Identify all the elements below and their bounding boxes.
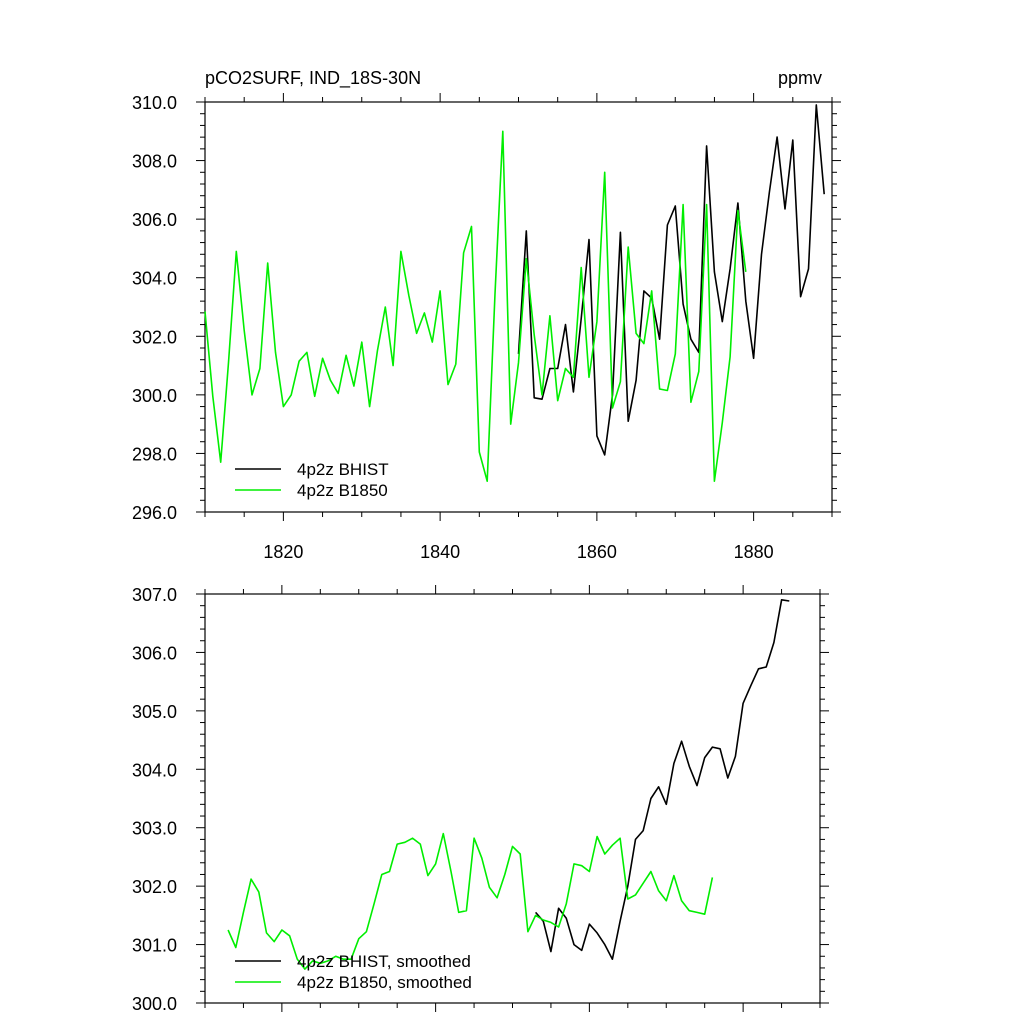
series-line-0	[517, 104, 825, 456]
legend-label: 4p2z BHIST, smoothed	[297, 952, 471, 971]
top-panel: 1820 1840 1860 1880 296.0 298.0 300.0 302.0 304.…	[132, 68, 841, 562]
series-line-1	[204, 130, 747, 483]
legend-label: 4p2z BHIST	[297, 460, 389, 479]
y-tick-label: 304.0	[132, 269, 177, 289]
y-tick-label: 300.0	[132, 994, 177, 1014]
y-tick-label: 298.0	[132, 444, 177, 464]
units-label: ppmv	[778, 68, 822, 88]
y-tick-label: 300.0	[132, 386, 177, 406]
y-tick-label: 308.0	[132, 152, 177, 172]
y-tick-label: 302.0	[132, 327, 177, 347]
plot-frame	[204, 593, 821, 1004]
y-tick-label: 304.0	[132, 760, 177, 780]
series-line-0	[534, 598, 790, 961]
y-tick-label: 305.0	[132, 702, 177, 722]
series-line-1	[227, 832, 714, 970]
plot-frame	[204, 101, 833, 513]
y-tick-label: 296.0	[132, 503, 177, 523]
y-tick-label: 302.0	[132, 877, 177, 897]
x-tick-label: 1880	[734, 542, 774, 562]
bottom-panel: 300.0 301.0 302.0 303.0 304.0 305.0 306.0 307.0…	[132, 585, 829, 1014]
legend-label: 4p2z B1850	[297, 481, 388, 500]
y-tick-label: 301.0	[132, 936, 177, 956]
chart-title: pCO2SURF, IND_18S-30N	[205, 68, 421, 89]
y-tick-label: 303.0	[132, 819, 177, 839]
legend-label: 4p2z B1850, smoothed	[297, 973, 472, 992]
y-tick-label: 306.0	[132, 210, 177, 230]
y-tick-label: 307.0	[132, 585, 177, 605]
y-tick-label: 306.0	[132, 643, 177, 663]
x-tick-label: 1840	[420, 542, 460, 562]
x-tick-label: 1820	[263, 542, 303, 562]
y-tick-label: 310.0	[132, 93, 177, 113]
x-tick-label: 1860	[577, 542, 617, 562]
